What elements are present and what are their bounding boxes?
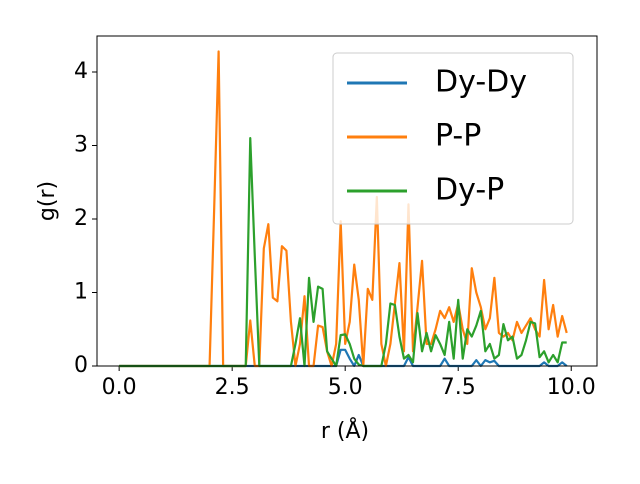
y-axis-label: g(r)	[35, 181, 60, 221]
y-tick-label: 2	[74, 206, 88, 231]
y-tick-label: 0	[74, 353, 88, 378]
x-tick-label: 10.0	[547, 375, 596, 400]
legend: Dy-Dy P-P Dy-P	[332, 52, 574, 225]
legend-label: Dy-P	[435, 173, 504, 208]
x-tick-label: 5.0	[328, 375, 363, 400]
x-tick-label: 7.5	[441, 375, 476, 400]
y-tick-label: 1	[74, 280, 88, 305]
y-tick-label: 3	[74, 133, 88, 158]
x-tick-label: 2.5	[215, 375, 250, 400]
axes-frame	[96, 35, 598, 367]
y-tick-label: 4	[74, 59, 88, 84]
legend-label: Dy-Dy	[435, 65, 527, 100]
x-tick-label: 0.0	[102, 375, 137, 400]
legend-label: P-P	[435, 119, 481, 154]
legend-box	[332, 52, 574, 225]
x-axis-label: r (Å)	[321, 417, 369, 444]
